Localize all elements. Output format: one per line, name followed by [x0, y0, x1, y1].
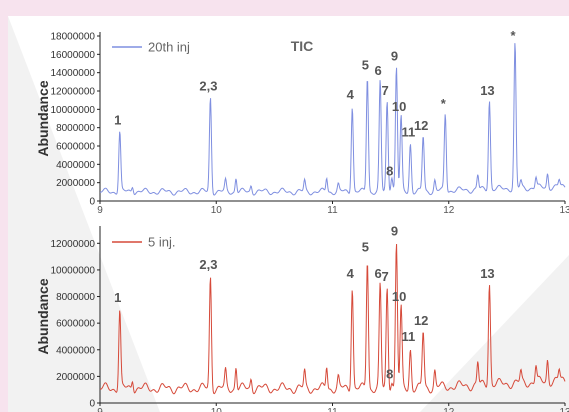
- y-tick-label: 4000000: [56, 160, 95, 171]
- y-tick-label: 18000000: [51, 32, 96, 43]
- y-tick-label: 4000000: [56, 345, 95, 356]
- x-tick-label: 12: [443, 407, 455, 412]
- y-tick-label: 10000000: [51, 105, 96, 116]
- peak-label: 8: [386, 164, 393, 179]
- peak-label: 11: [402, 329, 416, 344]
- peak-label: 4: [347, 266, 355, 281]
- peak-label: 6: [375, 266, 382, 281]
- peak-label: 8: [386, 366, 393, 381]
- legend-label: 20th inj: [148, 40, 190, 55]
- y-tick-label: 2000000: [56, 372, 95, 383]
- peak-label: 9: [391, 224, 398, 239]
- y-tick-label: 10000000: [51, 265, 96, 276]
- peak-label: 1: [114, 290, 121, 305]
- chromatogram-trace: [99, 43, 566, 196]
- peak-label: *: [441, 96, 447, 111]
- figure-background: [8, 16, 569, 412]
- y-tick-label: 8000000: [56, 292, 95, 303]
- peak-label: 10: [392, 99, 406, 114]
- x-tick-label: 11: [327, 407, 338, 412]
- peak-label: 6: [375, 63, 382, 78]
- peak-label: 7: [382, 83, 389, 98]
- x-tick-label: 13: [559, 205, 569, 216]
- peak-label: 2,3: [199, 257, 217, 272]
- y-axis-title: Abundance: [35, 278, 51, 354]
- y-tick-label: 0: [89, 399, 95, 410]
- peak-label: 13: [480, 83, 494, 98]
- y-tick-label: 12000000: [51, 239, 96, 250]
- peak-label: 13: [480, 266, 494, 281]
- y-tick-label: 6000000: [56, 142, 95, 153]
- peak-label: 9: [391, 48, 398, 63]
- peak-label: 2,3: [199, 79, 217, 94]
- x-tick-label: 11: [327, 205, 338, 216]
- x-tick-label: 12: [443, 205, 455, 216]
- peak-label: *: [510, 28, 516, 43]
- peak-label: 1: [114, 113, 121, 128]
- x-tick-label: 9: [97, 205, 103, 216]
- peak-label: 12: [414, 118, 428, 133]
- peak-label: 11: [402, 124, 416, 139]
- y-axis-title: Abundance: [35, 80, 51, 156]
- y-tick-label: 0: [89, 197, 95, 208]
- y-tick-label: 2000000: [56, 178, 95, 189]
- x-tick-label: 10: [211, 205, 223, 216]
- y-tick-label: 6000000: [56, 319, 95, 330]
- chromatogram-trace: [99, 244, 566, 395]
- peak-label: 5: [362, 58, 369, 73]
- chart-title: TIC: [291, 38, 314, 54]
- background-shade: [420, 255, 569, 412]
- x-tick-label: 10: [211, 407, 223, 412]
- legend-label: 5 inj.: [148, 235, 175, 250]
- y-tick-label: 12000000: [51, 87, 96, 98]
- peak-label: 10: [392, 289, 406, 304]
- x-tick-label: 13: [559, 407, 569, 412]
- peak-label: 12: [414, 313, 428, 328]
- y-tick-label: 8000000: [56, 123, 95, 134]
- y-tick-label: 16000000: [51, 50, 96, 61]
- peak-label: 4: [347, 87, 355, 102]
- peak-label: 7: [382, 269, 389, 284]
- peak-label: 5: [362, 240, 369, 255]
- background-shade: [8, 16, 160, 412]
- y-tick-label: 14000000: [51, 68, 96, 79]
- x-tick-label: 9: [97, 407, 103, 412]
